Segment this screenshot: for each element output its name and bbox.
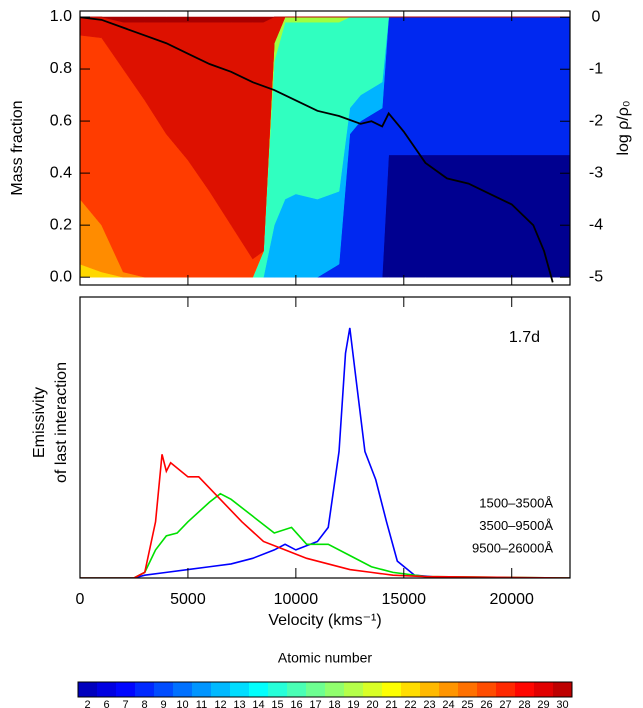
x-tick-label: 5000 <box>170 591 206 608</box>
colorbar-swatch <box>534 682 554 697</box>
y2-tick-label: -1 <box>589 60 603 77</box>
colorbar-label: 18 <box>328 699 340 708</box>
legend-label: 1500–3500Å <box>479 495 553 510</box>
plot-area <box>80 16 570 283</box>
colorbar-label: 15 <box>271 699 283 708</box>
y-tick-label: 0.6 <box>50 112 72 129</box>
colorbar-swatch <box>154 682 174 697</box>
colorbar-label: 21 <box>385 699 397 708</box>
y-axis-label: Mass fraction <box>9 100 26 195</box>
colorbar-swatch <box>230 682 250 697</box>
colorbar-frame <box>77 681 573 698</box>
colorbar-label: 12 <box>214 699 226 708</box>
density-line <box>80 16 554 283</box>
colorbar-swatch <box>382 682 402 697</box>
colorbar-label: 28 <box>518 699 530 708</box>
colorbar-swatch <box>173 682 193 697</box>
annotation: 1.7d <box>509 329 540 346</box>
colorbar-label: 14 <box>252 699 264 708</box>
colorbar-label: 27 <box>499 699 511 708</box>
y2-axis-label: log ρ/ρ₀ <box>615 100 632 155</box>
colorbar-swatch <box>496 682 516 697</box>
colorbar-swatch <box>553 682 573 697</box>
colorbar-label: 22 <box>404 699 416 708</box>
frame <box>79 296 571 579</box>
colorbar-swatch <box>420 682 440 697</box>
colorbar-swatch <box>268 682 288 697</box>
colorbar-label: 16 <box>290 699 302 708</box>
colorbar-swatch <box>211 682 231 697</box>
y-tick-label: 0.0 <box>50 268 72 285</box>
colorbar-swatch <box>363 682 383 697</box>
y-tick-label: 0.8 <box>50 60 72 77</box>
colorbar-label: 26 <box>480 699 492 708</box>
colorbar-label: 6 <box>103 699 109 708</box>
colorbar-label: 30 <box>556 699 568 708</box>
colorbar-swatch <box>116 682 136 697</box>
mass-fraction-area <box>80 16 570 23</box>
emissivity-line <box>80 492 570 578</box>
colorbar-swatch <box>401 682 421 697</box>
emissivity-line <box>80 327 570 578</box>
y2-tick-label: -5 <box>589 268 603 285</box>
colorbar-label: 24 <box>442 699 454 708</box>
legend-label: 3500–9500Å <box>479 518 553 533</box>
colorbar-swatch <box>477 682 497 697</box>
x-tick-label: 0 <box>76 591 85 608</box>
frame <box>79 10 571 286</box>
colorbar-swatch <box>344 682 364 697</box>
colorbar-swatch <box>97 682 117 697</box>
colorbar-label: 19 <box>347 699 359 708</box>
x-tick-label: 20000 <box>489 591 534 608</box>
x-tick-label: 15000 <box>382 591 427 608</box>
y-tick-label: 0.2 <box>50 216 72 233</box>
colorbar-label: 23 <box>423 699 435 708</box>
colorbar-swatch <box>249 682 269 697</box>
y-axis-label: Emissivity <box>31 387 48 458</box>
colorbar-label: 7 <box>122 699 128 708</box>
y-axis-label: of last interaction <box>53 362 70 483</box>
colorbar-label: 2 <box>84 699 90 708</box>
colorbar-label: 10 <box>176 699 188 708</box>
colorbar-swatch <box>135 682 155 697</box>
plot-area <box>80 327 570 578</box>
colorbar-swatch <box>515 682 535 697</box>
y2-tick-label: -2 <box>589 112 603 129</box>
colorbar-swatch <box>78 682 98 697</box>
colorbar-swatch <box>458 682 478 697</box>
colorbar-title: Atomic number <box>278 650 372 666</box>
colorbar-label: 29 <box>537 699 549 708</box>
legend-label: 9500–26000Å <box>472 540 553 555</box>
colorbar-label: 8 <box>141 699 147 708</box>
colorbar-label: 11 <box>196 699 207 708</box>
colorbar-swatch <box>306 682 326 697</box>
colorbar-label: 25 <box>461 699 473 708</box>
colorbar-label: 17 <box>309 699 321 708</box>
y-tick-label: 1.0 <box>50 8 72 25</box>
colorbar-swatch <box>439 682 459 697</box>
emissivity-line <box>80 454 570 578</box>
colorbar-swatch <box>325 682 345 697</box>
colorbar-swatch <box>192 682 212 697</box>
x-axis-label: Velocity (kms⁻¹) <box>268 612 381 629</box>
colorbar-label: 20 <box>366 699 378 708</box>
y-tick-label: 0.4 <box>50 164 72 181</box>
colorbar-label: 13 <box>233 699 245 708</box>
y2-tick-label: 0 <box>592 8 601 25</box>
x-tick-label: 10000 <box>274 591 319 608</box>
colorbar-label: 9 <box>160 699 166 708</box>
colorbar-swatch <box>287 682 307 697</box>
y2-tick-label: -3 <box>589 164 603 181</box>
y2-tick-label: -4 <box>589 216 603 233</box>
